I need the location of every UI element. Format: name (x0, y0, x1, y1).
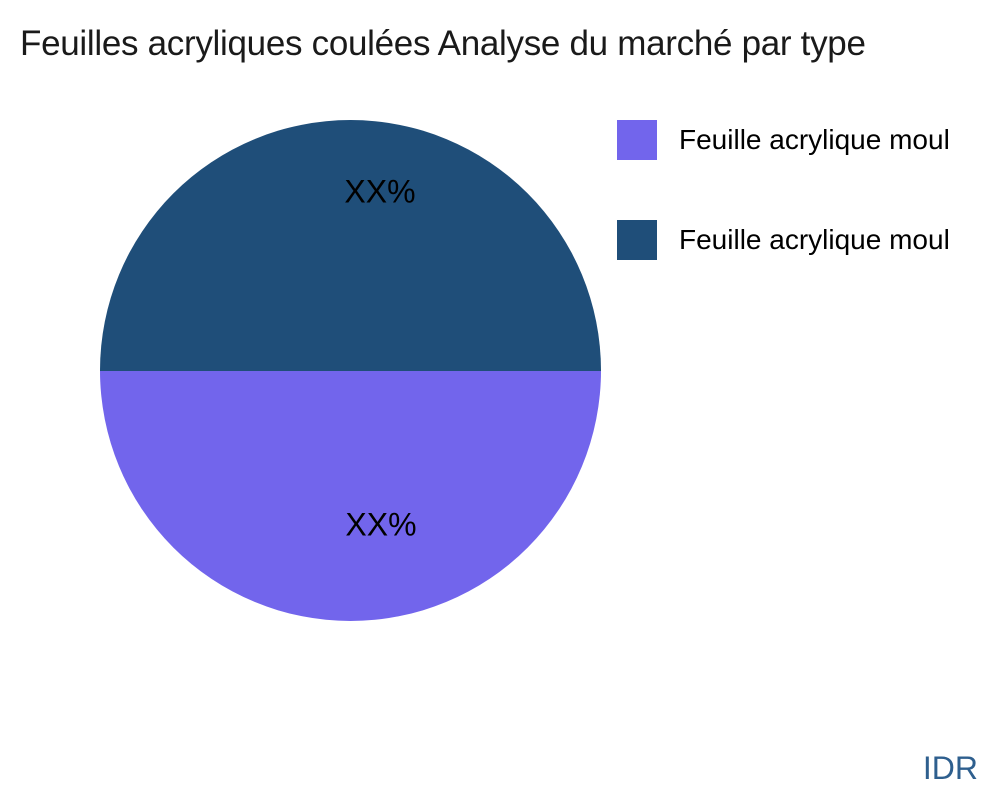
slice-value-label-top: XX% (344, 173, 416, 210)
legend-item: Feuille acrylique moul (617, 220, 950, 260)
legend-item-label: Feuille acrylique moul (679, 124, 950, 155)
legend-item: Feuille acrylique moul (617, 120, 950, 160)
watermark-idr: IDR (922, 750, 978, 786)
legend-color-swatch (617, 120, 657, 160)
chart-title: Feuilles acryliques coulées Analyse du m… (20, 24, 866, 63)
legend-item-label: Feuille acrylique moul (679, 224, 950, 255)
slice-value-label-bottom: XX% (345, 506, 417, 543)
legend-color-swatch (617, 220, 657, 260)
pie-slice-bottom (100, 370, 601, 621)
pie-slice-top (100, 120, 601, 371)
